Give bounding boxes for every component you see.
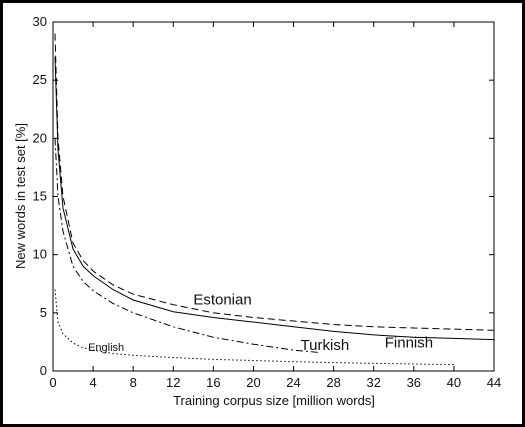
annotations-group: Estonian Turkish Finnish English — [88, 292, 433, 355]
axis-ticks: 0 4 8 12 16 20 24 28 32 36 40 44 0 5 10 15 20 25 30 — [33, 14, 502, 390]
series-line-finnish — [54, 56, 495, 341]
series-group — [54, 33, 495, 366]
series-label-finnish: Finnish — [385, 335, 433, 352]
x-tick-label: 40 — [447, 375, 461, 390]
y-axis-label: New words in test set [%] — [13, 123, 28, 269]
y-tick-label: 15 — [33, 189, 47, 204]
y-tick-label: 0 — [40, 363, 47, 378]
x-tick-label: 0 — [49, 375, 56, 390]
series-label-estonian: Estonian — [193, 292, 251, 309]
x-tick-label: 24 — [286, 375, 300, 390]
x-tick-label: 36 — [407, 375, 421, 390]
series-label-turkish: Turkish — [301, 337, 350, 354]
x-tick-label: 8 — [130, 375, 137, 390]
y-tick-label: 20 — [33, 130, 47, 145]
x-tick-label: 16 — [206, 375, 220, 390]
x-axis-label: Training corpus size [million words] — [173, 393, 375, 408]
plot-area — [52, 21, 495, 372]
series-line-estonian — [54, 33, 495, 331]
series-line-english — [54, 289, 454, 366]
x-tick-label: 4 — [89, 375, 96, 390]
y-tick-label: 5 — [40, 305, 47, 320]
y-tick-label: 30 — [33, 14, 47, 29]
x-tick-label: 20 — [246, 375, 260, 390]
x-tick-label: 44 — [487, 375, 501, 390]
x-tick-label: 32 — [366, 375, 380, 390]
x-tick-label: 12 — [166, 375, 180, 390]
series-line-turkish — [54, 138, 319, 353]
y-tick-label: 25 — [33, 72, 47, 87]
y-tick-label: 10 — [33, 247, 47, 262]
x-tick-label: 28 — [326, 375, 340, 390]
series-label-english: English — [88, 342, 124, 354]
